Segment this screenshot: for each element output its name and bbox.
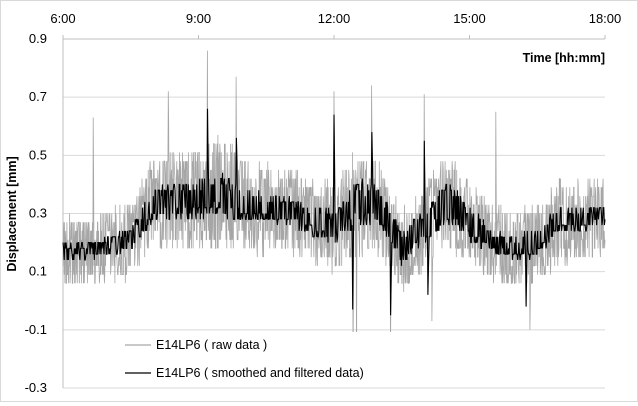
y-tick-label: -0.1 (25, 322, 47, 337)
x-axis-title: Time [hh:mm] (523, 51, 605, 65)
x-tick-label: 12:00 (318, 11, 351, 26)
legend-label-smoothed: E14LP6 ( smoothed and filtered data) (156, 366, 364, 380)
y-axis-title: Displacement [mm] (5, 156, 19, 271)
legend: E14LP6 ( raw data ) E14LP6 ( smoothed an… (118, 332, 408, 384)
x-tick-label: 9:00 (186, 11, 211, 26)
y-tick-label: -0.3 (25, 380, 47, 395)
y-tick-label: 0.5 (29, 147, 47, 162)
legend-background (118, 332, 408, 384)
x-tick-labels: 6:00 9:00 12:00 15:00 18:00 (50, 11, 621, 39)
y-tick-label: 0.1 (29, 264, 47, 279)
smoothed-data-line (62, 108, 606, 316)
series-smoothed (62, 108, 606, 316)
legend-label-raw: E14LP6 ( raw data ) (156, 338, 267, 352)
y-tick-label: 0.7 (29, 89, 47, 104)
y-tick-label: 0.3 (29, 206, 47, 221)
x-tick-label: 15:00 (453, 11, 486, 26)
y-tick-label: 0.9 (29, 31, 47, 46)
y-tick-labels: 0.9 0.7 0.5 0.3 0.1 -0.1 -0.3 (25, 31, 47, 395)
x-tick-label: 6:00 (50, 11, 75, 26)
x-tick-label: 18:00 (589, 11, 622, 26)
